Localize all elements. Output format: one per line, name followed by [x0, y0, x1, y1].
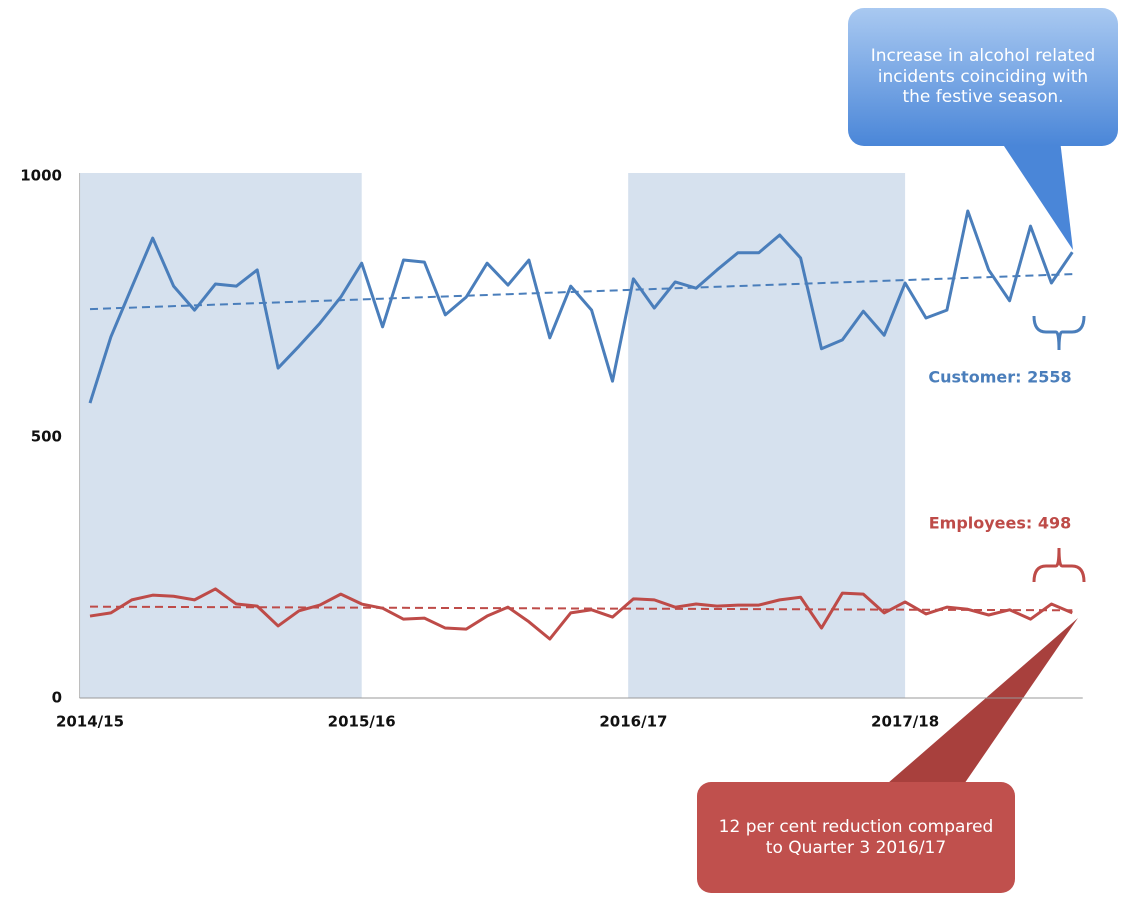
callout-tail — [1000, 140, 1073, 250]
brace — [1032, 315, 1086, 351]
y-tick-label: 0 — [52, 689, 62, 707]
callout-tail — [880, 618, 1078, 790]
callout: Increase in alcohol related incidents co… — [848, 8, 1118, 146]
x-tick-label: 2014/15 — [56, 713, 124, 731]
y-tick-label: 1000 — [20, 167, 62, 185]
highlight-band — [79, 173, 362, 698]
series-label: Employees: 498 — [929, 514, 1072, 533]
series-label: Customer: 2558 — [928, 368, 1071, 387]
x-tick-label: 2015/16 — [328, 713, 396, 731]
x-tick-label: 2016/17 — [599, 713, 667, 731]
brace — [1032, 547, 1086, 583]
highlight-band — [628, 173, 906, 698]
series-line — [88, 209, 1074, 404]
series-line — [89, 587, 1073, 641]
y-tick-label: 500 — [31, 428, 62, 446]
callout: 12 per cent reduction compared to Quarte… — [697, 782, 1015, 893]
x-tick-label: 2017/18 — [871, 713, 939, 731]
trend-line — [89, 273, 1073, 311]
